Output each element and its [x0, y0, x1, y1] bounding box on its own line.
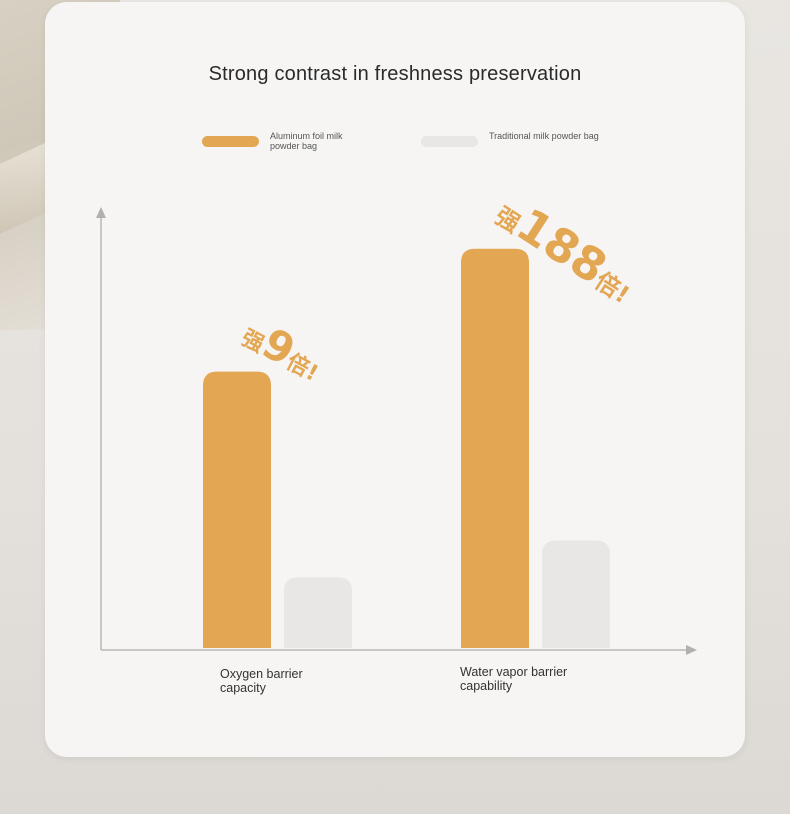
y-axis-arrow [96, 207, 106, 218]
chart-title: Strong contrast in freshness preservatio… [208, 63, 582, 85]
chart-card [45, 2, 745, 757]
legend-label-aluminum: Aluminum foil milk powder bag [270, 131, 343, 151]
legend-swatch-aluminum [202, 136, 259, 147]
category-label-oxygen: Oxygen barrier capacity [220, 667, 303, 695]
category-label-water-vapor: Water vapor barrier capability [460, 665, 568, 693]
chart-axes [96, 207, 697, 655]
legend-swatch-traditional [421, 136, 478, 147]
bar-traditional-1 [542, 540, 610, 648]
bar-aluminum-0 [203, 371, 271, 648]
x-axis-arrow [686, 645, 697, 655]
bar-traditional-0 [284, 577, 352, 648]
bar-aluminum-1 [461, 248, 529, 648]
legend-label-traditional: Traditional milk powder bag [489, 131, 599, 141]
